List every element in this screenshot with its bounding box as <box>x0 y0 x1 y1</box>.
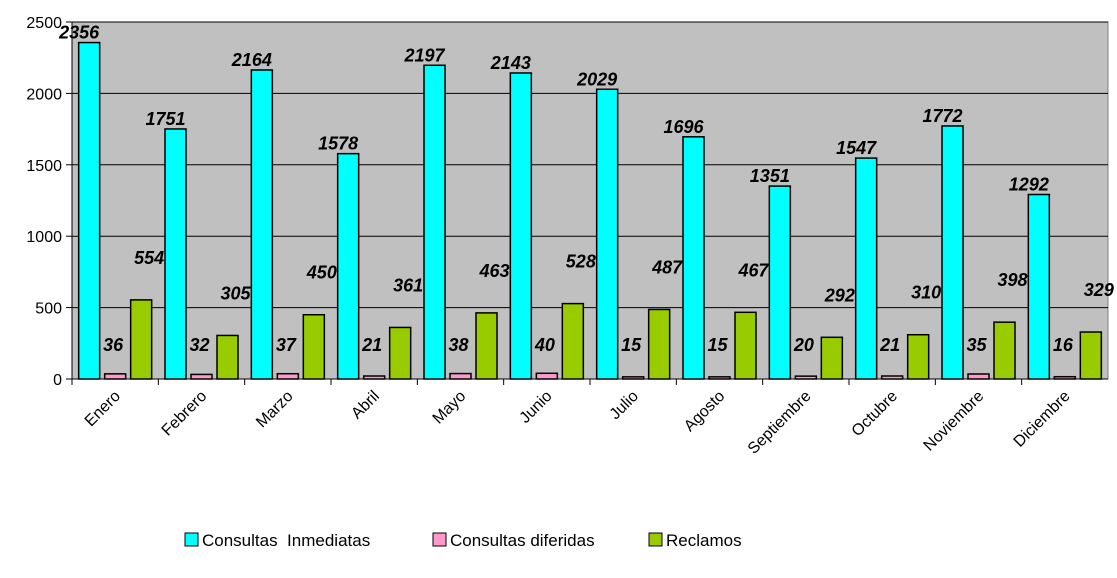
legend-swatch-2 <box>432 532 447 547</box>
bar-3-julio <box>647 308 671 380</box>
bar-2-enero <box>103 373 127 380</box>
data-label: 467 <box>737 260 769 280</box>
data-label: 292 <box>824 285 855 305</box>
bar-2-noviembre <box>967 373 990 380</box>
bar-1-octubre <box>854 157 878 380</box>
data-label: 361 <box>393 275 423 295</box>
bar-3-enero <box>129 299 153 380</box>
bar-3-noviembre <box>993 321 1016 380</box>
data-label: 1547 <box>836 138 877 158</box>
y-tick-labels: 0 500 1000 1500 2000 2500 <box>26 15 62 389</box>
x-category-label: Mayo <box>430 388 470 428</box>
data-label: 2197 <box>403 45 445 65</box>
bar-3-octubre <box>906 333 930 380</box>
data-label: 2356 <box>58 23 100 43</box>
data-label: 35 <box>966 335 987 355</box>
bar-1-septiembre <box>768 185 792 380</box>
x-category-label: Octubre <box>849 388 901 440</box>
bar-1-julio <box>595 88 619 380</box>
plot-background <box>71 21 1109 380</box>
bar-3-abril <box>388 326 412 380</box>
data-label: 1292 <box>1009 175 1049 195</box>
y-tick-label: 500 <box>35 301 62 318</box>
data-label: 37 <box>276 335 297 355</box>
data-label: 1772 <box>922 106 962 126</box>
bar-3-septiembre <box>820 336 844 380</box>
data-label: 15 <box>707 335 728 355</box>
x-category-label: Abril <box>348 388 383 423</box>
y-tick-label: 2000 <box>26 86 62 103</box>
data-label: 463 <box>478 261 509 281</box>
legend-label: Consultas diferidas <box>450 531 595 550</box>
data-label: 2143 <box>490 53 531 73</box>
data-label: 38 <box>448 335 468 355</box>
data-label: 36 <box>103 335 124 355</box>
gridlines <box>66 21 1108 380</box>
bar-3-febrero <box>216 334 239 380</box>
bar-1-agosto <box>682 136 705 380</box>
data-label: 398 <box>997 270 1027 290</box>
data-label: 21 <box>879 335 900 355</box>
data-label: 450 <box>306 263 337 283</box>
data-label: 2029 <box>576 69 617 89</box>
data-label: 21 <box>361 335 382 355</box>
data-label: 20 <box>793 335 814 355</box>
plot-area <box>71 21 1109 380</box>
data-label: 310 <box>911 283 941 303</box>
y-tick-label: 1000 <box>26 229 62 246</box>
data-label: 2164 <box>231 50 272 70</box>
data-label: 1696 <box>663 117 704 137</box>
data-labels: 2356 36 554 1751 32 305 2164 37 450 1578 21 361 2197… <box>58 23 1114 355</box>
data-label: 40 <box>534 335 555 355</box>
data-label: 15 <box>621 335 642 355</box>
x-category-labels: Enero Febrero Marzo Abril Mayo Junio Julio Agos… <box>82 388 1074 458</box>
x-category-label: Septiembre <box>745 388 815 458</box>
bar-3-mayo <box>475 312 498 380</box>
data-label: 487 <box>651 257 683 277</box>
x-category-label: Noviembre <box>921 388 988 455</box>
data-label: 305 <box>220 283 251 303</box>
data-label: 554 <box>134 248 164 268</box>
bar-3-agosto <box>734 311 757 380</box>
axes <box>71 22 1108 385</box>
bar-2-junio <box>535 372 559 380</box>
data-label: 329 <box>1084 280 1114 300</box>
bar-1-junio <box>509 72 533 380</box>
bar-1-mayo <box>423 64 446 380</box>
data-label: 32 <box>189 335 209 355</box>
x-category-label: Diciembre <box>1011 388 1074 451</box>
x-category-label: Julio <box>607 388 642 423</box>
data-label: 1351 <box>750 166 790 186</box>
data-label: 528 <box>566 252 596 272</box>
bar-3-diciembre <box>1079 331 1103 380</box>
x-category-label: Agosto <box>681 388 728 435</box>
bar-1-enero <box>77 41 101 380</box>
bar-2-mayo <box>449 372 472 380</box>
legend-swatch-1 <box>184 532 199 547</box>
legend-label: Consultas Inmediatas <box>202 531 370 550</box>
x-category-label: Febrero <box>159 388 211 440</box>
bar-1-marzo <box>250 69 274 380</box>
y-tick-label: 0 <box>53 372 62 389</box>
bar-1-diciembre <box>1027 193 1051 380</box>
data-label: 16 <box>1053 335 1074 355</box>
data-label: 1751 <box>145 109 185 129</box>
bar-2-febrero <box>190 373 213 380</box>
bar-2-marzo <box>276 372 300 380</box>
x-category-label: Junio <box>517 388 556 427</box>
legend-label: Reclamos <box>666 531 742 550</box>
x-category-label: Marzo <box>253 388 297 432</box>
bar-3-junio <box>561 302 585 380</box>
y-tick-label: 1500 <box>26 158 62 175</box>
legend-swatch-3 <box>648 532 663 547</box>
bar-1-abril <box>336 152 360 380</box>
data-label: 1578 <box>318 134 358 154</box>
legend: Consultas Inmediatas Consultas diferidas R… <box>184 531 742 550</box>
bar-1-noviembre <box>941 125 964 380</box>
x-category-label: Enero <box>82 388 124 430</box>
y-tick-label: 2500 <box>26 15 62 32</box>
bar-1-febrero <box>164 128 187 380</box>
bar-3-marzo <box>302 313 326 380</box>
